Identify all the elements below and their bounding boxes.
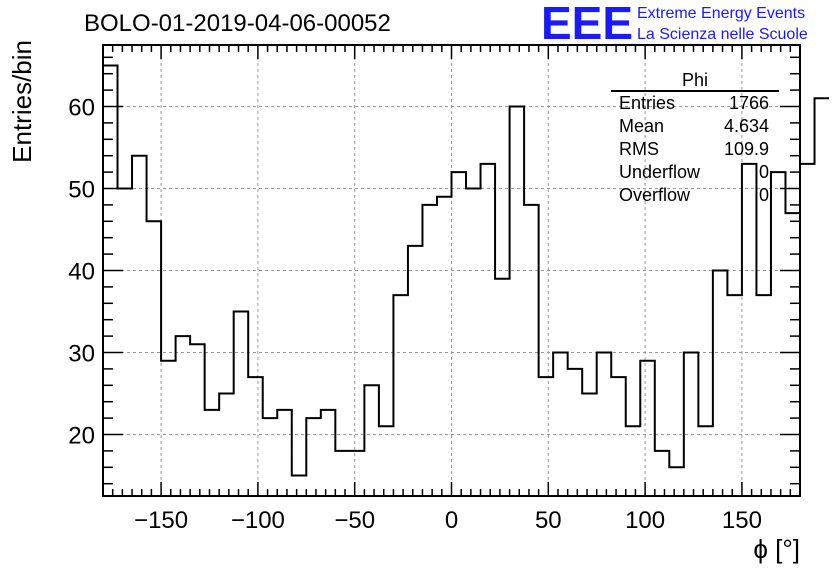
stats-row-rms: RMS 109.9 xyxy=(611,138,779,161)
x-tick-label: −50 xyxy=(334,507,375,534)
logo-line-1: Extreme Energy Events xyxy=(637,5,806,22)
stats-key: Entries xyxy=(619,93,676,113)
x-tick-label: 100 xyxy=(625,507,665,534)
y-tick-label: 50 xyxy=(68,177,95,204)
x-axis-label: ϕ [°] xyxy=(753,534,800,564)
y-tick-label: 60 xyxy=(68,95,95,122)
x-tick-label: 50 xyxy=(535,507,562,534)
x-tick-labels: −150 −100 −50 0 50 100 150 xyxy=(134,507,762,534)
stats-row-entries: Entries 1766 xyxy=(611,92,779,115)
stats-row-overflow: Overflow 0 xyxy=(611,184,779,207)
x-tick-label: 150 xyxy=(722,507,762,534)
stats-key: Overflow xyxy=(619,185,691,205)
stats-value: 4.634 xyxy=(723,116,769,136)
stats-row-mean: Mean 4.634 xyxy=(611,115,779,138)
y-tick-label: 40 xyxy=(68,259,95,286)
stats-key: Mean xyxy=(619,116,665,136)
eee-logo: EEE xyxy=(541,0,634,49)
y-tick-labels: 20 30 40 50 60 xyxy=(68,95,95,450)
x-tick-label: −100 xyxy=(231,507,285,534)
stats-value: 0 xyxy=(758,185,769,205)
stats-box: Phi Entries 1766 Mean 4.634 RMS 109.9 Un… xyxy=(611,70,779,207)
x-tick-label: 0 xyxy=(445,507,458,534)
stats-key: RMS xyxy=(619,139,659,159)
stats-row-underflow: Underflow 0 xyxy=(611,161,779,184)
chart-title: BOLO-01-2019-04-06-00052 xyxy=(84,10,391,37)
stats-value: 109.9 xyxy=(723,139,769,159)
y-tick-label: 20 xyxy=(68,423,95,450)
logo-line-2: La Scienza nelle Scuole xyxy=(637,26,808,43)
histogram-line xyxy=(103,64,830,477)
stats-key: Underflow xyxy=(619,162,701,182)
y-tick-label: 30 xyxy=(68,341,95,368)
x-tick-label: −150 xyxy=(134,507,188,534)
stats-value: 0 xyxy=(758,162,769,182)
stats-value: 1766 xyxy=(728,93,769,113)
y-axis-label: Entries/bin xyxy=(7,40,37,163)
stats-title: Phi xyxy=(611,70,779,92)
axis-ticks xyxy=(103,45,800,496)
